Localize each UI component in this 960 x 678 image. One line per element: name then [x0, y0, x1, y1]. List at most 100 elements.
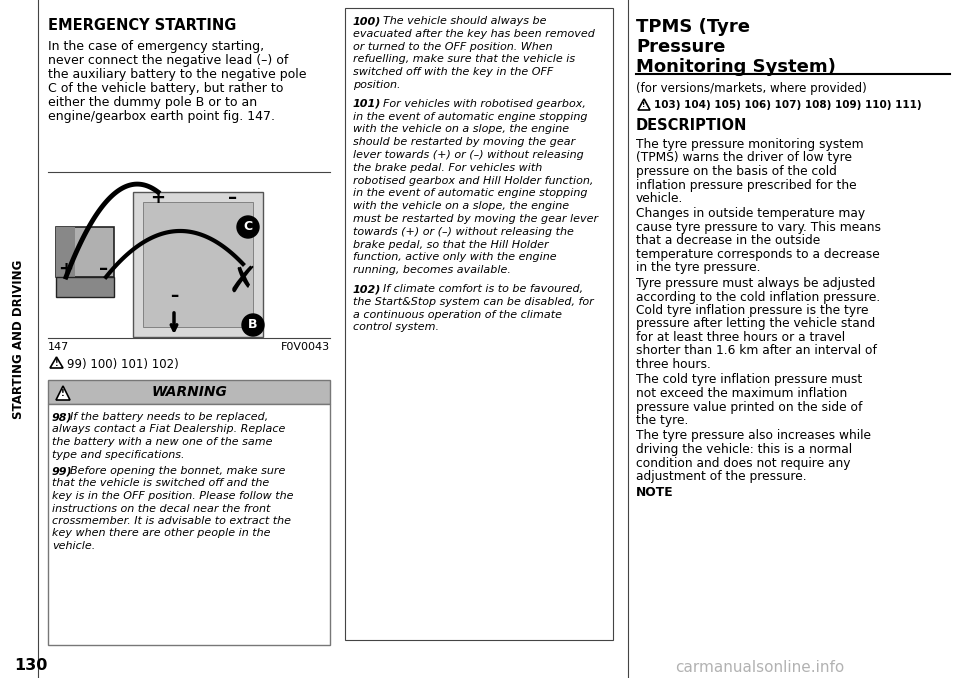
Text: the tyre.: the tyre.	[636, 414, 688, 427]
Bar	[133, 192, 263, 337]
Text: in the event of automatic engine stopping: in the event of automatic engine stoppin…	[353, 112, 588, 121]
Bar	[56, 227, 114, 277]
Text: B: B	[249, 319, 257, 332]
Text: Tyre pressure must always be adjusted: Tyre pressure must always be adjusted	[636, 277, 876, 290]
Text: robotised gearbox and Hill Holder function,: robotised gearbox and Hill Holder functi…	[353, 176, 593, 186]
Text: 147: 147	[48, 342, 69, 352]
Text: 99): 99)	[52, 466, 73, 476]
Text: C of the vehicle battery, but rather to: C of the vehicle battery, but rather to	[48, 82, 283, 95]
Text: for at least three hours or a travel: for at least three hours or a travel	[636, 331, 845, 344]
Text: in the tyre pressure.: in the tyre pressure.	[636, 262, 760, 275]
Text: –: –	[228, 189, 237, 207]
Text: (for versions/markets, where provided): (for versions/markets, where provided)	[636, 82, 867, 95]
Text: Monitoring System): Monitoring System)	[636, 58, 836, 76]
Text: function, active only with the engine: function, active only with the engine	[353, 252, 557, 262]
Bar	[56, 277, 114, 297]
Text: pressure after letting the vehicle stand: pressure after letting the vehicle stand	[636, 317, 876, 330]
Text: C: C	[244, 220, 252, 233]
Text: instructions on the decal near the front: instructions on the decal near the front	[52, 504, 271, 513]
Text: with the vehicle on a slope, the engine: with the vehicle on a slope, the engine	[353, 201, 569, 212]
Bar	[48, 380, 330, 404]
Text: engine/gearbox earth point fig. 147.: engine/gearbox earth point fig. 147.	[48, 110, 275, 123]
Text: refuelling, make sure that the vehicle is: refuelling, make sure that the vehicle i…	[353, 54, 575, 64]
Text: !: !	[55, 359, 59, 367]
Text: temperature corresponds to a decrease: temperature corresponds to a decrease	[636, 248, 879, 261]
Text: Pressure: Pressure	[636, 38, 726, 56]
Text: 130: 130	[14, 658, 47, 673]
Text: pressure value printed on the side of: pressure value printed on the side of	[636, 401, 862, 414]
Text: STARTING AND DRIVING: STARTING AND DRIVING	[12, 259, 26, 419]
Text: carmanualsonline.info: carmanualsonline.info	[676, 660, 845, 675]
Text: that a decrease in the outside: that a decrease in the outside	[636, 235, 820, 247]
Text: either the dummy pole B or to an: either the dummy pole B or to an	[48, 96, 257, 109]
Text: 102): 102)	[353, 284, 381, 294]
Text: the Start&Stop system can be disabled, for: the Start&Stop system can be disabled, f…	[353, 297, 593, 307]
Text: always contact a Fiat Dealership. Replace: always contact a Fiat Dealership. Replac…	[52, 424, 285, 435]
Text: Cold tyre inflation pressure is the tyre: Cold tyre inflation pressure is the tyre	[636, 304, 869, 317]
Text: brake pedal, so that the Hill Holder: brake pedal, so that the Hill Holder	[353, 239, 548, 250]
Bar	[0, 0, 38, 678]
Bar	[56, 227, 75, 277]
Text: vehicle.: vehicle.	[52, 541, 95, 551]
Text: !: !	[642, 102, 646, 108]
Text: towards (+) or (–) without releasing the: towards (+) or (–) without releasing the	[353, 227, 574, 237]
Text: 100): 100)	[353, 16, 381, 26]
Text: control system.: control system.	[353, 323, 439, 332]
Text: that the vehicle is switched off and the: that the vehicle is switched off and the	[52, 479, 269, 489]
Text: a continuous operation of the climate: a continuous operation of the climate	[353, 310, 562, 319]
Bar	[345, 8, 613, 640]
Text: 103) 104) 105) 106) 107) 108) 109) 110) 111): 103) 104) 105) 106) 107) 108) 109) 110) …	[654, 100, 922, 110]
Text: If climate comfort is to be favoured,: If climate comfort is to be favoured,	[383, 284, 583, 294]
Text: the battery with a new one of the same: the battery with a new one of the same	[52, 437, 273, 447]
Text: The tyre pressure monitoring system: The tyre pressure monitoring system	[636, 138, 864, 151]
Text: adjustment of the pressure.: adjustment of the pressure.	[636, 470, 806, 483]
Text: For vehicles with robotised gearbox,: For vehicles with robotised gearbox,	[383, 99, 586, 108]
Text: three hours.: three hours.	[636, 358, 710, 371]
Text: switched off with the key in the OFF: switched off with the key in the OFF	[353, 67, 553, 77]
Polygon shape	[638, 99, 650, 110]
Text: Before opening the bonnet, make sure: Before opening the bonnet, make sure	[70, 466, 285, 476]
Text: –: –	[100, 260, 108, 278]
Bar	[143, 202, 253, 327]
Text: the brake pedal. For vehicles with: the brake pedal. For vehicles with	[353, 163, 542, 173]
Text: pressure on the basis of the cold: pressure on the basis of the cold	[636, 165, 837, 178]
Polygon shape	[56, 386, 70, 400]
Text: or turned to the OFF position. When: or turned to the OFF position. When	[353, 41, 553, 52]
Text: In the case of emergency starting,: In the case of emergency starting,	[48, 40, 264, 53]
Text: ✗: ✗	[228, 265, 258, 299]
Circle shape	[237, 216, 259, 238]
Text: shorter than 1.6 km after an interval of: shorter than 1.6 km after an interval of	[636, 344, 876, 357]
Text: lever towards (+) or (–) without releasing: lever towards (+) or (–) without releasi…	[353, 150, 584, 160]
Text: The cold tyre inflation pressure must: The cold tyre inflation pressure must	[636, 374, 862, 386]
Text: 98): 98)	[52, 412, 73, 422]
Text: vehicle.: vehicle.	[636, 192, 684, 205]
Text: The tyre pressure also increases while: The tyre pressure also increases while	[636, 429, 871, 443]
Text: F0V0043: F0V0043	[281, 342, 330, 352]
Text: must be restarted by moving the gear lever: must be restarted by moving the gear lev…	[353, 214, 598, 224]
Text: driving the vehicle: this is a normal: driving the vehicle: this is a normal	[636, 443, 852, 456]
Text: TPMS (Tyre: TPMS (Tyre	[636, 18, 750, 36]
Text: crossmember. It is advisable to extract the: crossmember. It is advisable to extract …	[52, 516, 291, 526]
Text: WARNING: WARNING	[151, 385, 227, 399]
Text: with the vehicle on a slope, the engine: with the vehicle on a slope, the engine	[353, 124, 569, 134]
Text: !: !	[61, 389, 65, 399]
Text: If the battery needs to be replaced,: If the battery needs to be replaced,	[70, 412, 268, 422]
Text: NOTE: NOTE	[636, 485, 674, 498]
Text: type and specifications.: type and specifications.	[52, 450, 184, 460]
Text: position.: position.	[353, 80, 400, 90]
Text: Changes in outside temperature may: Changes in outside temperature may	[636, 207, 865, 220]
Text: EMERGENCY STARTING: EMERGENCY STARTING	[48, 18, 236, 33]
Text: +: +	[59, 260, 74, 278]
Text: key is in the OFF position. Please follow the: key is in the OFF position. Please follo…	[52, 491, 294, 501]
Text: The vehicle should always be: The vehicle should always be	[383, 16, 546, 26]
Text: inflation pressure prescribed for the: inflation pressure prescribed for the	[636, 178, 856, 191]
Text: the auxiliary battery to the negative pole: the auxiliary battery to the negative po…	[48, 68, 306, 81]
Polygon shape	[50, 357, 63, 368]
Text: cause tyre pressure to vary. This means: cause tyre pressure to vary. This means	[636, 221, 881, 234]
Text: 99) 100) 101) 102): 99) 100) 101) 102)	[67, 358, 179, 371]
Circle shape	[242, 314, 264, 336]
Text: never connect the negative lead (–) of: never connect the negative lead (–) of	[48, 54, 288, 67]
Text: evacuated after the key has been removed: evacuated after the key has been removed	[353, 28, 595, 39]
Text: running, becomes available.: running, becomes available.	[353, 265, 511, 275]
Text: according to the cold inflation pressure.: according to the cold inflation pressure…	[636, 290, 880, 304]
